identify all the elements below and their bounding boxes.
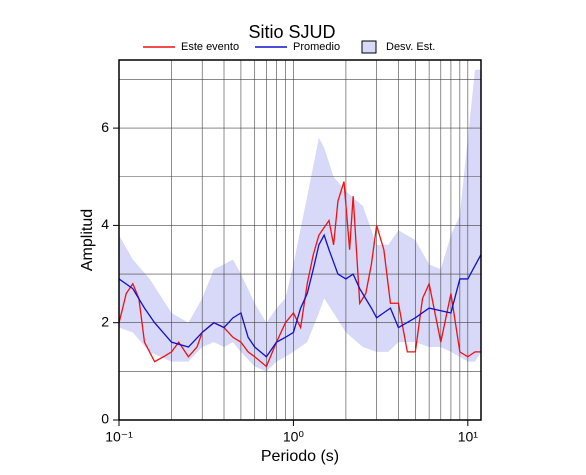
legend-label: Promedio — [293, 41, 340, 53]
y-tick-label: 0 — [101, 411, 109, 427]
x-tick-label: 10⁰ — [283, 429, 305, 445]
series-line — [118, 181, 481, 368]
legend-swatch — [361, 40, 377, 54]
plot-frame — [118, 59, 482, 421]
x-axis-label: Periodo (s) — [261, 448, 339, 465]
y-tick-label: 2 — [101, 313, 109, 329]
legend-label: Desv. Est. — [386, 41, 435, 53]
y-axis-label: Amplitud — [79, 209, 96, 271]
x-tick-label: 10⁻¹ — [105, 429, 133, 445]
series-line — [118, 233, 482, 358]
legend-label: Este evento — [181, 41, 239, 53]
y-tick-label: 4 — [101, 216, 109, 232]
std-band — [119, 69, 481, 372]
y-tick-label: 6 — [101, 119, 109, 135]
x-tick-label: 10¹ — [458, 429, 479, 445]
chart-title: Sitio SJUD — [248, 22, 335, 42]
